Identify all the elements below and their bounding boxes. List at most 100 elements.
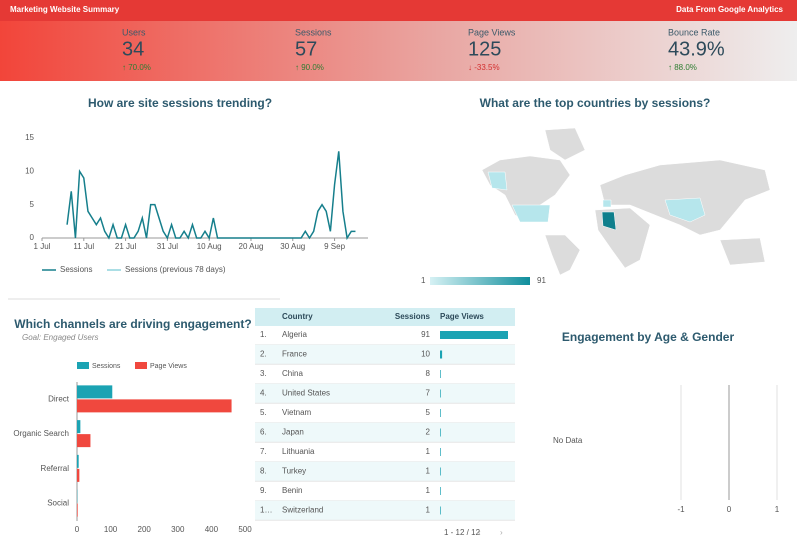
column-header: Country [282,312,313,321]
page-views-bar [440,428,441,437]
x-tick-label: 300 [171,525,185,534]
x-tick-label: 500 [238,525,252,534]
row-index: 5. [260,408,267,417]
kpi-value: 34 [122,38,144,60]
kpi-change: ↓ -33.5% [468,63,500,72]
column-header: Page Views [440,312,484,321]
row-bg [255,461,515,482]
sessions: 7 [426,389,431,398]
page-views-bar [440,409,441,417]
y-tick-label: Referral [41,464,70,473]
x-tick-label: 100 [104,525,118,534]
bar [77,420,81,434]
country: Turkey [282,467,306,476]
x-tick-label: 200 [138,525,152,534]
country: Benin [282,486,302,495]
country: China [282,369,303,378]
x-tick-label: 0 [727,505,732,514]
sessions: 10 [421,350,430,359]
page-views-bar [440,448,441,456]
legend-swatch [135,362,147,369]
y-tick-label: 15 [25,133,34,142]
x-tick-label: 0 [75,525,80,534]
y-tick-label: Organic Search [13,429,69,438]
page-views-bar [440,467,441,476]
y-tick-label: 0 [30,233,35,242]
kpi-change: ↑ 70.0% [122,63,151,72]
page-views-bar [440,350,443,359]
x-tick-label: 400 [205,525,219,534]
next-page[interactable]: › [500,528,503,537]
country-algeria [601,211,617,231]
row-index: 1… [260,506,272,515]
row-index: 8. [260,467,267,476]
kpi-change: ↑ 90.0% [295,63,324,72]
x-tick-label: 10 Aug [197,242,222,251]
x-tick-label: -1 [677,505,685,514]
y-tick-label: Social [47,499,69,508]
row-index: 2. [260,350,267,359]
legend-label: Sessions (previous 78 days) [125,265,226,274]
bar [77,385,113,399]
kpi-value: 43.9% [668,38,725,60]
table-header [255,308,515,326]
row-index: 4. [260,389,267,398]
eurasia [599,159,771,236]
x-tick-label: 11 Jul [73,242,94,251]
kpi-label: Bounce Rate [668,27,720,37]
chart-subtitle: Goal: Engaged Users [22,333,99,342]
country-alaska [487,171,508,191]
country-china [664,197,706,223]
header-source: Data From Google Analytics [676,5,783,14]
country-france [602,199,612,208]
prev-page[interactable]: ‹ [478,528,481,537]
row-index: 9. [260,486,267,495]
row-index: 6. [260,428,267,437]
y-tick-label: Direct [48,394,70,403]
chart-title: Which channels are driving engagement? [14,317,251,331]
kpi-label: Page Views [468,27,516,37]
map-legend-max: 91 [537,276,546,285]
sessions: 8 [426,369,431,378]
row-index: 1. [260,330,267,339]
map-legend-scale [430,277,530,285]
chart-title: How are site sessions trending? [88,96,272,110]
page-views-bar [440,389,441,398]
world-map [481,127,771,276]
bar [77,468,80,482]
kpi-change: ↑ 88.0% [668,63,697,72]
country: United States [282,389,330,398]
x-tick-label: 9 Sep [324,242,345,251]
x-tick-label: 30 Aug [280,242,305,251]
row-index: 7. [260,447,267,456]
sessions: 1 [426,486,431,495]
x-tick-label: 21 Jul [115,242,137,251]
row-bg [255,500,515,521]
country-us [511,204,551,223]
x-tick-label: 1 Jul [34,242,51,251]
bar [77,434,91,448]
row-bg [255,344,515,365]
sessions: 1 [426,467,431,476]
country: Switzerland [282,506,323,515]
page-views-bar [440,370,441,378]
row-bg [255,383,515,404]
australia [719,237,766,266]
legend-label: Page Views [150,363,187,370]
bar [77,503,78,517]
greenland [544,127,586,161]
row-bg [255,422,515,443]
bar [77,399,232,413]
no-data: No Data [553,436,583,445]
sessions: 2 [426,428,431,437]
header-bar [0,0,797,21]
country: Vietnam [282,408,312,417]
page-views-bar [440,487,441,495]
page-views-bar [440,331,508,339]
country: France [282,350,307,359]
legend-label: Sessions [92,363,121,370]
column-header: Sessions [395,312,431,321]
x-tick-label: 1 [775,505,780,514]
country: Japan [282,428,304,437]
